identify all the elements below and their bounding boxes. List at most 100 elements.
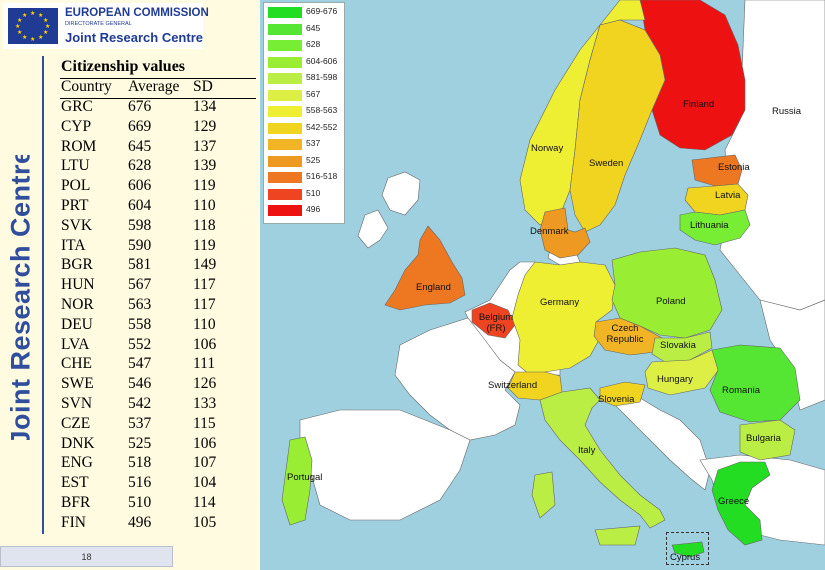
country-denmark xyxy=(539,207,591,259)
legend-label: 516-518 xyxy=(306,171,338,181)
cell-average: 542 xyxy=(128,395,152,412)
cell-sd: 119 xyxy=(193,177,216,195)
side-title: Joint Research Centre xyxy=(5,155,36,440)
cell-average: 510 xyxy=(128,494,152,511)
cell-sd: 106 xyxy=(193,335,217,353)
legend-swatch xyxy=(268,155,302,167)
cell-sd: 134 xyxy=(193,98,217,115)
cell-country: ROM xyxy=(61,137,97,155)
map-label-finland: Finland xyxy=(683,99,715,110)
cell-average: 590 xyxy=(128,236,152,254)
cell-average: 606 xyxy=(128,177,152,195)
legend-swatch xyxy=(268,7,302,18)
page-number: 18 xyxy=(0,546,173,567)
cell-sd: 107 xyxy=(193,454,217,472)
cell-average: 516 xyxy=(128,474,152,492)
cell-sd: 105 xyxy=(193,513,217,531)
column-header-sd: SD xyxy=(193,78,213,95)
land-non-participating xyxy=(357,209,389,249)
legend-swatch xyxy=(268,23,302,35)
cell-country: DEU xyxy=(61,315,93,333)
map-label-romania: Romania xyxy=(722,385,761,396)
legend-label: 537 xyxy=(306,138,321,148)
europe-map xyxy=(260,0,825,570)
map-label-russia: Russia xyxy=(772,106,802,117)
cell-sd: 133 xyxy=(193,395,217,412)
map-label-hungary: Hungary xyxy=(657,374,693,385)
cell-country: GRC xyxy=(61,98,93,115)
cell-country: CYP xyxy=(61,117,92,135)
country-germany xyxy=(511,261,616,376)
cell-average: 563 xyxy=(128,296,152,313)
cell-average: 558 xyxy=(128,315,152,333)
cell-average: 669 xyxy=(128,117,152,135)
cell-sd: 139 xyxy=(193,157,217,175)
cell-sd: 110 xyxy=(193,315,216,333)
cell-average: 552 xyxy=(128,335,152,353)
legend-swatch xyxy=(268,139,302,150)
legend-swatch xyxy=(268,188,302,200)
country-england xyxy=(384,225,466,311)
cell-average: 547 xyxy=(128,355,152,373)
map-label-czech: Czech Republic xyxy=(606,323,644,345)
cell-sd: 110 xyxy=(193,197,216,214)
logo-name: Joint Research Centre xyxy=(65,30,203,45)
map-label-cyprus: Cyprus xyxy=(670,552,701,563)
map-label-estonia: Estonia xyxy=(718,162,750,173)
cell-average: 546 xyxy=(128,375,152,393)
map-label-norway: Norway xyxy=(531,143,564,154)
legend-label: 558-563 xyxy=(306,105,338,115)
logo-subtitle: DIRECTORATE GENERAL xyxy=(65,21,132,27)
legend-label: 510 xyxy=(306,187,321,198)
legend-label: 628 xyxy=(306,39,321,49)
country-slovakia xyxy=(651,331,713,363)
cell-country: EST xyxy=(61,474,89,492)
legend-swatch xyxy=(268,122,302,134)
map-label-latvia: Latvia xyxy=(715,190,741,201)
legend-label: 581-598 xyxy=(306,72,338,82)
map-label-germany: Germany xyxy=(540,297,580,308)
cyprus-inset-frame xyxy=(666,532,709,565)
cell-average: 581 xyxy=(128,256,152,274)
cell-country: CHE xyxy=(61,355,92,373)
cell-country: PRT xyxy=(61,197,89,214)
country-cyprus xyxy=(671,541,705,558)
cell-sd: 111 xyxy=(193,355,216,373)
cell-average: 598 xyxy=(128,216,152,234)
map-label-poland: Poland xyxy=(656,296,686,307)
map-label-slovakia: Slovakia xyxy=(660,340,696,351)
cell-country: LVA xyxy=(61,335,90,353)
divider xyxy=(60,98,256,99)
cell-sd: 118 xyxy=(193,216,216,234)
map-label-belgium: Belgium (FR) xyxy=(478,312,514,334)
country-lithuania xyxy=(679,209,751,246)
land-non-participating xyxy=(719,0,825,311)
cell-country: SWE xyxy=(61,375,94,393)
legend-label: 604-606 xyxy=(306,55,338,66)
country-portugal xyxy=(281,436,313,526)
cell-sd: 117 xyxy=(193,296,216,313)
map-label-sweden: Sweden xyxy=(589,158,624,169)
cell-average: 496 xyxy=(128,513,152,531)
cell-country: DNK xyxy=(61,434,95,452)
land-non-participating xyxy=(759,299,825,411)
cell-sd: 149 xyxy=(193,256,217,274)
cell-sd: 119 xyxy=(193,236,216,254)
legend-swatch xyxy=(268,73,302,84)
cell-sd: 126 xyxy=(193,375,217,393)
cell-sd: 129 xyxy=(193,117,217,135)
country-belgium xyxy=(471,302,516,339)
legend-label: 542-552 xyxy=(306,121,338,132)
map-label-portugal: Portugal xyxy=(287,472,323,483)
column-header-average: Average xyxy=(128,78,180,95)
country-poland xyxy=(611,247,723,339)
legend-label: 567 xyxy=(306,88,321,99)
cell-sd: 106 xyxy=(193,434,217,452)
cell-average: 567 xyxy=(128,276,152,294)
country-italy xyxy=(539,387,666,529)
country-italy-sardinia xyxy=(531,471,556,519)
map-label-slovenia: Slovenia xyxy=(598,394,635,405)
map-label-england: England xyxy=(416,282,451,293)
country-hungary xyxy=(644,349,721,396)
cell-average: 518 xyxy=(128,454,152,472)
